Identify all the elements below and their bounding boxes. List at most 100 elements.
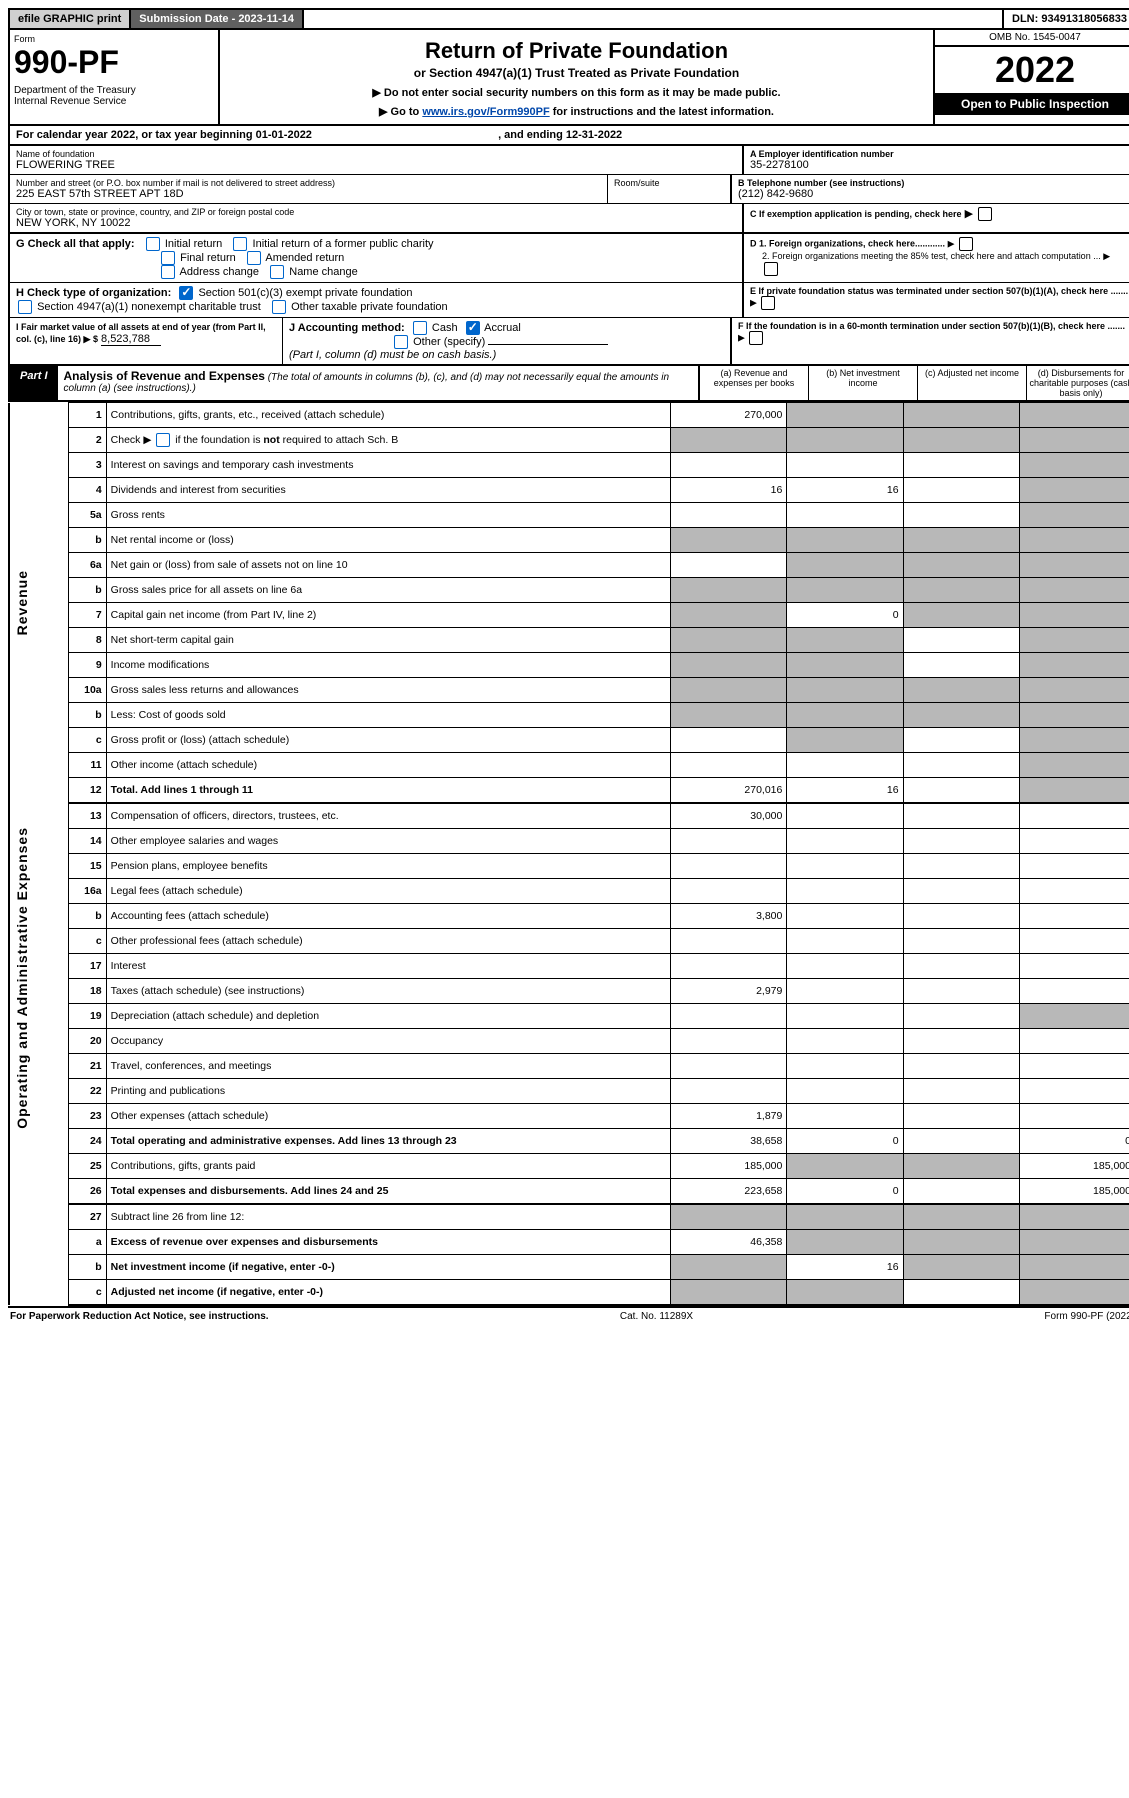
line-25-d: 185,000 bbox=[1019, 1154, 1129, 1179]
name-label: Name of foundation bbox=[16, 149, 736, 159]
line-16a-desc: Legal fees (attach schedule) bbox=[106, 879, 671, 904]
line-12-b: 16 bbox=[787, 778, 903, 804]
spacer bbox=[304, 16, 1002, 22]
line-19-desc: Depreciation (attach schedule) and deple… bbox=[106, 1004, 671, 1029]
cal-end: 12-31-2022 bbox=[566, 129, 622, 141]
j-cash-checkbox[interactable] bbox=[413, 321, 427, 335]
e-checkbox[interactable] bbox=[761, 296, 775, 310]
cal-pre: For calendar year 2022, or tax year begi… bbox=[16, 129, 256, 141]
line-17-no: 17 bbox=[68, 954, 106, 979]
line-11-no: 11 bbox=[68, 753, 106, 778]
h-o3: Other taxable private foundation bbox=[291, 301, 448, 313]
line-26-desc: Total expenses and disbursements. Add li… bbox=[106, 1179, 671, 1205]
g-initial-former-checkbox[interactable] bbox=[233, 237, 247, 251]
g-initial-checkbox[interactable] bbox=[146, 237, 160, 251]
line-17-desc: Interest bbox=[106, 954, 671, 979]
line-24-no: 24 bbox=[68, 1129, 106, 1154]
g-o5: Address change bbox=[180, 266, 260, 278]
line-16c-no: c bbox=[68, 929, 106, 954]
form-title: Return of Private Foundation bbox=[226, 38, 927, 64]
paperwork-notice: For Paperwork Reduction Act Notice, see … bbox=[10, 1311, 269, 1322]
line-27c-no: c bbox=[68, 1280, 106, 1306]
g-final-checkbox[interactable] bbox=[161, 251, 175, 265]
line-27b-b: 16 bbox=[787, 1255, 903, 1280]
line-3-no: 3 bbox=[68, 453, 106, 478]
line-16a-no: 16a bbox=[68, 879, 106, 904]
calendar-year-row: For calendar year 2022, or tax year begi… bbox=[8, 126, 1129, 146]
col-d-hdr: (d) Disbursements for charitable purpose… bbox=[1027, 366, 1129, 400]
line-16b-no: b bbox=[68, 904, 106, 929]
line-23-a: 1,879 bbox=[671, 1104, 787, 1129]
g-label: G Check all that apply: bbox=[16, 238, 135, 250]
open-to-public: Open to Public Inspection bbox=[935, 93, 1129, 115]
line-6b-no: b bbox=[68, 578, 106, 603]
ein-value: 35-2278100 bbox=[750, 159, 1129, 171]
form-subtitle: or Section 4947(a)(1) Trust Treated as P… bbox=[226, 66, 927, 80]
j-other-checkbox[interactable] bbox=[394, 335, 408, 349]
e-label: E If private foundation status was termi… bbox=[750, 286, 1128, 296]
line-4-desc: Dividends and interest from securities bbox=[106, 478, 671, 503]
form-number: 990-PF bbox=[14, 44, 214, 81]
h-other-checkbox[interactable] bbox=[272, 300, 286, 314]
line-25-no: 25 bbox=[68, 1154, 106, 1179]
line-27a-a: 46,358 bbox=[671, 1230, 787, 1255]
line-7-b: 0 bbox=[787, 603, 903, 628]
line-4-no: 4 bbox=[68, 478, 106, 503]
line-15-desc: Pension plans, employee benefits bbox=[106, 854, 671, 879]
name-row: Name of foundation FLOWERING TREE A Empl… bbox=[8, 146, 1129, 175]
h-o2: Section 4947(a)(1) nonexempt charitable … bbox=[37, 301, 261, 313]
irs-link[interactable]: www.irs.gov/Form990PF bbox=[422, 106, 549, 118]
line-16b-desc: Accounting fees (attach schedule) bbox=[106, 904, 671, 929]
g-name-checkbox[interactable] bbox=[270, 265, 284, 279]
omb-number: OMB No. 1545-0047 bbox=[935, 30, 1129, 47]
line-10a-desc: Gross sales less returns and allowances bbox=[106, 678, 671, 703]
c-checkbox[interactable] bbox=[978, 207, 992, 221]
note-goto-pre: ▶ Go to bbox=[379, 106, 422, 118]
dept-label: Department of the Treasury Internal Reve… bbox=[14, 85, 214, 107]
line-6b-desc: Gross sales price for all assets on line… bbox=[106, 578, 671, 603]
line-5b-no: b bbox=[68, 528, 106, 553]
h-4947-checkbox[interactable] bbox=[18, 300, 32, 314]
h-501c3-checkbox[interactable] bbox=[179, 286, 193, 300]
ein-label: A Employer identification number bbox=[750, 149, 1129, 159]
i-j-f-row: I Fair market value of all assets at end… bbox=[8, 318, 1129, 366]
j-accrual-checkbox[interactable] bbox=[466, 321, 480, 335]
col-c-hdr: (c) Adjusted net income bbox=[918, 366, 1027, 400]
line-27b-desc: Net investment income (if negative, ente… bbox=[106, 1255, 671, 1280]
form-header: Form 990-PF Department of the Treasury I… bbox=[8, 30, 1129, 126]
line-1-a: 270,000 bbox=[671, 403, 787, 428]
line-27a-desc: Excess of revenue over expenses and disb… bbox=[106, 1230, 671, 1255]
h-label: H Check type of organization: bbox=[16, 287, 171, 299]
addr-row: Number and street (or P.O. box number if… bbox=[8, 175, 1129, 204]
submission-date-label: Submission Date - 2023-11-14 bbox=[131, 10, 304, 28]
line-4-a: 16 bbox=[671, 478, 787, 503]
city-value: NEW YORK, NY 10022 bbox=[16, 217, 736, 229]
line-13-no: 13 bbox=[68, 803, 106, 829]
line-8-no: 8 bbox=[68, 628, 106, 653]
line-25-a: 185,000 bbox=[671, 1154, 787, 1179]
line-2-checkbox[interactable] bbox=[156, 433, 170, 447]
i-value: 8,523,788 bbox=[101, 333, 161, 346]
d1-label: D 1. Foreign organizations, check here..… bbox=[750, 238, 945, 248]
line-10b-desc: Less: Cost of goods sold bbox=[106, 703, 671, 728]
efile-print-button[interactable]: efile GRAPHIC print bbox=[10, 10, 131, 28]
note-ssn: ▶ Do not enter social security numbers o… bbox=[226, 86, 927, 99]
line-16c-desc: Other professional fees (attach schedule… bbox=[106, 929, 671, 954]
line-26-no: 26 bbox=[68, 1179, 106, 1205]
d1-checkbox[interactable] bbox=[959, 237, 973, 251]
d2-checkbox[interactable] bbox=[764, 262, 778, 276]
expenses-label: Operating and Administrative Expenses bbox=[14, 827, 30, 1129]
line-24-b: 0 bbox=[787, 1129, 903, 1154]
c-label: C If exemption application is pending, c… bbox=[750, 209, 962, 219]
line-5a-desc: Gross rents bbox=[106, 503, 671, 528]
line-24-a: 38,658 bbox=[671, 1129, 787, 1154]
line-22-desc: Printing and publications bbox=[106, 1079, 671, 1104]
line-25-desc: Contributions, gifts, grants paid bbox=[106, 1154, 671, 1179]
f-checkbox[interactable] bbox=[749, 331, 763, 345]
line-26-d: 185,000 bbox=[1019, 1179, 1129, 1205]
line-20-no: 20 bbox=[68, 1029, 106, 1054]
h-e-row: H Check type of organization: Section 50… bbox=[8, 283, 1129, 318]
g-d-row: G Check all that apply: Initial return I… bbox=[8, 234, 1129, 283]
g-amended-checkbox[interactable] bbox=[247, 251, 261, 265]
g-address-checkbox[interactable] bbox=[161, 265, 175, 279]
